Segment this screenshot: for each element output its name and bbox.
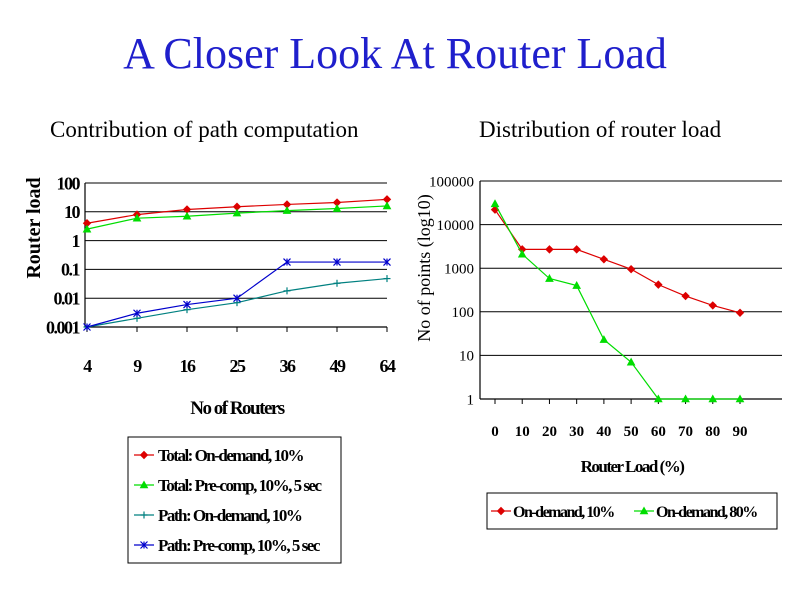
y-tick-label: 0.01: [54, 289, 81, 309]
data-point: [383, 275, 391, 283]
legend: On-demand, 10% On-demand, 80%: [486, 492, 778, 530]
data-point: [572, 281, 582, 289]
y-tick-label: 0.001: [46, 317, 81, 337]
data-point: [283, 287, 291, 295]
legend-label: Total: On-demand, 10%: [158, 446, 303, 465]
data-point: [545, 245, 554, 254]
data-point: [333, 279, 341, 287]
legend-marker: [496, 506, 506, 516]
data-point: [233, 294, 241, 303]
x-tick-label: 25: [230, 356, 247, 376]
legend-label: Total: Pre-comp, 10%, 5 sec: [158, 476, 322, 495]
x-axis-label: No of Routers: [190, 398, 285, 419]
x-tick-label: 9: [133, 356, 142, 376]
legend-label: Path: Pre-comp, 10%, 5 sec: [158, 536, 321, 555]
right-chart-title: Distribution of router load: [479, 117, 722, 142]
series-line: [494, 203, 740, 400]
x-axis-label: Router Load (%): [581, 457, 685, 476]
series-2: [82, 201, 392, 233]
legend-marker: [140, 511, 148, 519]
legend-marker: [139, 450, 149, 460]
x-tick-label: 90: [733, 424, 748, 440]
data-point: [681, 291, 690, 301]
data-point: [654, 280, 663, 289]
data-point: [283, 258, 291, 266]
legend-label: On-demand, 80%: [656, 504, 757, 521]
chart-router-load-distribution: 1 10 100 1000 10000 100000 0 10 20 30 40 50 60 70 80 90…: [414, 174, 782, 530]
x-tick-label: 20: [542, 424, 557, 440]
legend: Total: On-demand, 10% Total: Pre-comp, 10…: [127, 436, 342, 564]
data-point: [681, 394, 690, 403]
data-point: [382, 201, 392, 210]
data-point: [708, 301, 717, 310]
y-tick-label: 10000: [437, 218, 475, 234]
slide-title: A Closer Look At Router Load: [123, 29, 667, 78]
x-tick-label: 16: [180, 356, 197, 376]
data-point: [599, 335, 609, 343]
data-point: [383, 258, 391, 266]
data-point: [735, 394, 745, 403]
data-point: [82, 224, 92, 233]
data-point: [653, 394, 663, 403]
y-tick-label: 1: [72, 231, 81, 251]
legend-box: [127, 436, 342, 564]
data-point: [132, 213, 142, 222]
y-tick-label: 100: [452, 305, 475, 321]
x-tick-label: 4: [83, 356, 92, 376]
series-3: [83, 275, 391, 331]
data-point: [133, 309, 141, 318]
x-tick-label: 49: [330, 356, 347, 376]
data-point: [232, 208, 242, 217]
y-tick-label: 1: [467, 392, 475, 408]
y-tick-label: 0.1: [61, 260, 81, 280]
y-tick-label: 100000: [429, 174, 474, 190]
x-tick-label: 60: [651, 424, 666, 440]
legend-marker: [140, 541, 148, 549]
data-point: [332, 203, 342, 212]
x-tick-label: 70: [678, 424, 693, 440]
data-point: [83, 323, 91, 331]
x-tick-label: 30: [569, 424, 584, 440]
x-tick-label: 40: [596, 424, 611, 440]
legend-marker: [139, 480, 149, 489]
series-line: [86, 261, 387, 328]
data-point: [490, 199, 500, 208]
x-tick-label: 64: [380, 356, 397, 376]
legend-label: Path: On-demand, 10%: [158, 506, 302, 525]
y-tick-label: 10: [459, 349, 474, 365]
data-point: [182, 211, 192, 220]
data-point: [626, 264, 636, 274]
data-point: [626, 357, 636, 366]
y-tick-label: 10: [64, 202, 81, 222]
data-point: [517, 249, 527, 258]
data-point: [599, 255, 609, 264]
legend-label: On-demand, 10%: [513, 504, 614, 521]
y-axis-label: Router load: [23, 177, 45, 278]
data-point: [708, 394, 718, 403]
x-tick-label: 0: [491, 424, 499, 440]
left-chart-title: Contribution of path computation: [50, 117, 359, 142]
y-tick-label: 1000: [444, 261, 474, 277]
x-tick-label: 50: [624, 424, 639, 440]
y-tick-label: 100: [57, 173, 81, 193]
series-2: [490, 199, 745, 403]
series-1: [490, 205, 745, 317]
series-4: [83, 258, 391, 331]
x-tick-label: 10: [515, 424, 530, 440]
data-point: [333, 258, 341, 266]
x-tick-label: 36: [280, 356, 297, 376]
data-point: [282, 206, 292, 214]
series-line: [494, 209, 741, 314]
legend-box: [486, 492, 778, 530]
legend-marker: [639, 506, 649, 515]
y-axis-label: No of points (log10): [414, 194, 435, 342]
data-point: [545, 273, 554, 282]
data-point: [735, 308, 745, 317]
x-tick-label: 80: [705, 424, 720, 440]
data-point: [183, 300, 191, 309]
data-point: [572, 245, 581, 254]
